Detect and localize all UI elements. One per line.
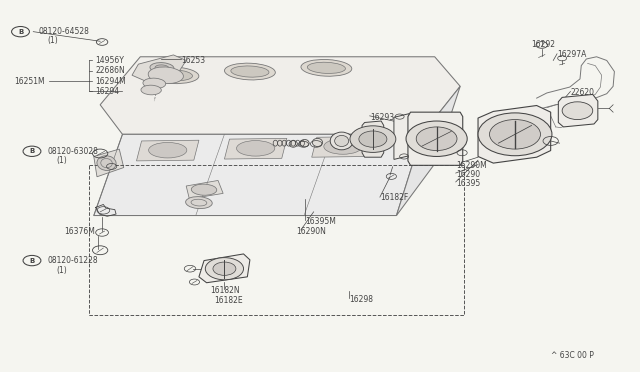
Circle shape bbox=[406, 121, 467, 157]
Polygon shape bbox=[100, 57, 460, 134]
Text: 16395M: 16395M bbox=[305, 217, 335, 226]
Polygon shape bbox=[132, 55, 186, 81]
Circle shape bbox=[350, 126, 396, 153]
Text: 16376M: 16376M bbox=[64, 227, 95, 235]
Ellipse shape bbox=[301, 60, 352, 76]
Circle shape bbox=[416, 127, 457, 151]
Polygon shape bbox=[225, 138, 287, 159]
Text: 16290M: 16290M bbox=[456, 161, 486, 170]
Text: 16297A: 16297A bbox=[557, 50, 586, 59]
Ellipse shape bbox=[330, 132, 353, 150]
Polygon shape bbox=[94, 149, 124, 177]
Polygon shape bbox=[558, 94, 598, 127]
Ellipse shape bbox=[154, 70, 193, 81]
Ellipse shape bbox=[150, 62, 174, 73]
Text: 16298: 16298 bbox=[349, 295, 373, 304]
Text: 16182N: 16182N bbox=[210, 286, 239, 295]
Ellipse shape bbox=[148, 142, 187, 158]
Polygon shape bbox=[199, 254, 250, 283]
Text: 16292: 16292 bbox=[532, 41, 556, 49]
Circle shape bbox=[205, 258, 244, 280]
Text: B: B bbox=[29, 148, 35, 154]
Polygon shape bbox=[408, 112, 463, 165]
Text: 16294: 16294 bbox=[96, 87, 120, 96]
Text: 22686N: 22686N bbox=[96, 66, 125, 75]
Text: 16182F: 16182F bbox=[380, 193, 408, 202]
Text: 14956Y: 14956Y bbox=[96, 56, 125, 65]
Ellipse shape bbox=[148, 67, 199, 84]
Polygon shape bbox=[396, 86, 460, 215]
Ellipse shape bbox=[237, 141, 275, 156]
Polygon shape bbox=[394, 113, 409, 160]
Polygon shape bbox=[312, 137, 374, 157]
Text: 08120-61228: 08120-61228 bbox=[47, 256, 98, 265]
Ellipse shape bbox=[186, 197, 212, 209]
Circle shape bbox=[490, 119, 540, 149]
Ellipse shape bbox=[289, 141, 298, 147]
Polygon shape bbox=[94, 134, 422, 215]
Ellipse shape bbox=[312, 138, 323, 147]
Text: 08120-64528: 08120-64528 bbox=[38, 27, 89, 36]
Text: 16294M: 16294M bbox=[96, 77, 127, 86]
Ellipse shape bbox=[148, 67, 184, 84]
Ellipse shape bbox=[141, 85, 161, 95]
Ellipse shape bbox=[307, 62, 346, 73]
Circle shape bbox=[213, 262, 236, 275]
Ellipse shape bbox=[143, 78, 166, 89]
Ellipse shape bbox=[155, 65, 169, 71]
Text: 08120-63028: 08120-63028 bbox=[47, 147, 98, 156]
Text: 16395: 16395 bbox=[456, 179, 480, 187]
Circle shape bbox=[23, 256, 41, 266]
Text: ^ 63C 00 P: ^ 63C 00 P bbox=[550, 351, 593, 360]
Ellipse shape bbox=[324, 139, 362, 154]
Text: 16293: 16293 bbox=[370, 113, 394, 122]
Ellipse shape bbox=[300, 140, 309, 147]
Text: 16182E: 16182E bbox=[214, 296, 243, 305]
Ellipse shape bbox=[335, 135, 349, 147]
Circle shape bbox=[23, 146, 41, 157]
Text: (1): (1) bbox=[47, 36, 58, 45]
Polygon shape bbox=[136, 140, 199, 161]
Circle shape bbox=[478, 113, 552, 156]
Text: B: B bbox=[29, 257, 35, 264]
Circle shape bbox=[359, 131, 387, 147]
Text: 16290: 16290 bbox=[456, 170, 480, 179]
Circle shape bbox=[562, 102, 593, 119]
Text: 22620: 22620 bbox=[570, 89, 595, 97]
Text: 16253: 16253 bbox=[181, 56, 205, 65]
Text: (1): (1) bbox=[56, 156, 67, 166]
Circle shape bbox=[12, 26, 29, 37]
Ellipse shape bbox=[191, 184, 217, 195]
Ellipse shape bbox=[225, 63, 275, 80]
Text: (1): (1) bbox=[56, 266, 67, 275]
Polygon shape bbox=[362, 121, 384, 157]
Polygon shape bbox=[478, 106, 550, 163]
Text: B: B bbox=[18, 29, 23, 35]
Text: 16290N: 16290N bbox=[296, 227, 326, 235]
Text: 16251M: 16251M bbox=[14, 77, 45, 86]
Ellipse shape bbox=[231, 66, 269, 77]
Polygon shape bbox=[186, 180, 223, 199]
Ellipse shape bbox=[97, 156, 116, 170]
